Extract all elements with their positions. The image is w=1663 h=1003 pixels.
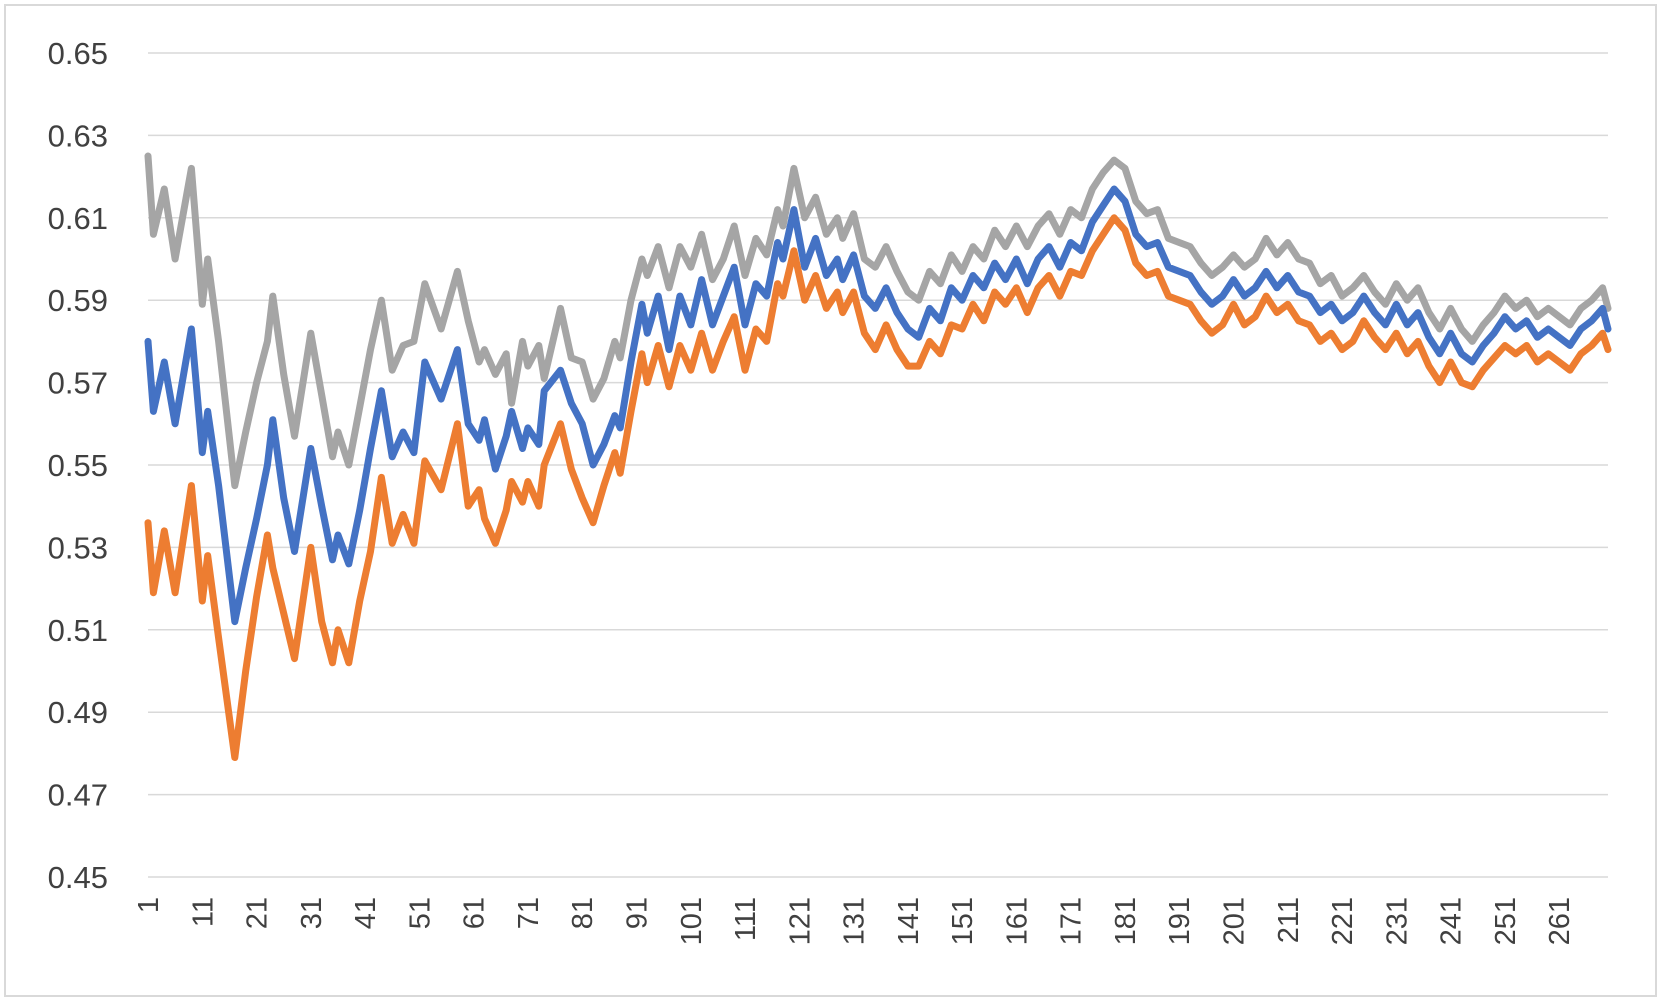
x-tick-label: 1 bbox=[133, 897, 165, 913]
x-axis-tick-labels: 1 11 21 31 41 51 61 71 81 91 101 111 121 131 141 151 161… bbox=[133, 897, 1576, 945]
y-tick-label: 0.55 bbox=[48, 448, 108, 483]
x-tick-label: 241 bbox=[1436, 897, 1468, 945]
x-tick-label: 221 bbox=[1327, 897, 1359, 945]
x-tick-label: 201 bbox=[1219, 897, 1251, 945]
series-line-3 bbox=[144, 214, 1612, 761]
x-tick-label: 101 bbox=[676, 897, 708, 945]
x-tick-label: 141 bbox=[893, 897, 925, 945]
chart-area bbox=[4, 4, 1657, 997]
y-tick-label: 0.65 bbox=[48, 36, 108, 71]
series-line-2 bbox=[144, 185, 1612, 626]
y-tick-label: 0.59 bbox=[48, 283, 108, 318]
y-tick-label: 0.53 bbox=[48, 530, 108, 565]
y-tick-label: 0.63 bbox=[48, 118, 108, 153]
x-tick-label: 171 bbox=[1056, 897, 1088, 945]
x-tick-label: 161 bbox=[1001, 897, 1033, 945]
gridlines bbox=[148, 52, 1608, 878]
x-tick-label: 211 bbox=[1273, 897, 1305, 943]
x-tick-label: 181 bbox=[1110, 897, 1142, 945]
x-tick-label: 261 bbox=[1544, 897, 1576, 945]
y-tick-label: 0.45 bbox=[48, 860, 108, 895]
series-line-1 bbox=[144, 152, 1612, 490]
x-tick-label: 41 bbox=[350, 897, 382, 929]
x-tick-label: 61 bbox=[459, 897, 491, 929]
x-tick-label: 31 bbox=[296, 897, 328, 929]
y-tick-label: 0.57 bbox=[48, 366, 108, 401]
y-tick-label: 0.47 bbox=[48, 778, 108, 813]
x-tick-label: 121 bbox=[784, 897, 816, 945]
x-tick-label: 131 bbox=[839, 897, 871, 945]
x-tick-label: 191 bbox=[1164, 897, 1196, 945]
y-tick-label: 0.49 bbox=[48, 695, 108, 730]
x-tick-label: 21 bbox=[242, 897, 274, 929]
x-tick-label: 51 bbox=[404, 897, 436, 929]
x-tick-label: 231 bbox=[1381, 897, 1413, 945]
x-tick-label: 71 bbox=[513, 897, 545, 929]
x-tick-label: 111 bbox=[730, 897, 762, 941]
x-tick-label: 91 bbox=[621, 897, 653, 929]
x-tick-label: 81 bbox=[567, 897, 599, 929]
x-tick-label: 151 bbox=[947, 897, 979, 945]
y-tick-label: 0.51 bbox=[48, 613, 108, 648]
y-axis-tick-labels: 0.45 0.47 0.49 0.51 0.53 0.55 0.57 0.59 0.61 0.63… bbox=[48, 36, 108, 895]
series-lines bbox=[144, 152, 1612, 761]
x-tick-label: 11 bbox=[187, 897, 219, 927]
y-tick-label: 0.61 bbox=[48, 201, 108, 236]
x-tick-label: 251 bbox=[1490, 897, 1522, 945]
